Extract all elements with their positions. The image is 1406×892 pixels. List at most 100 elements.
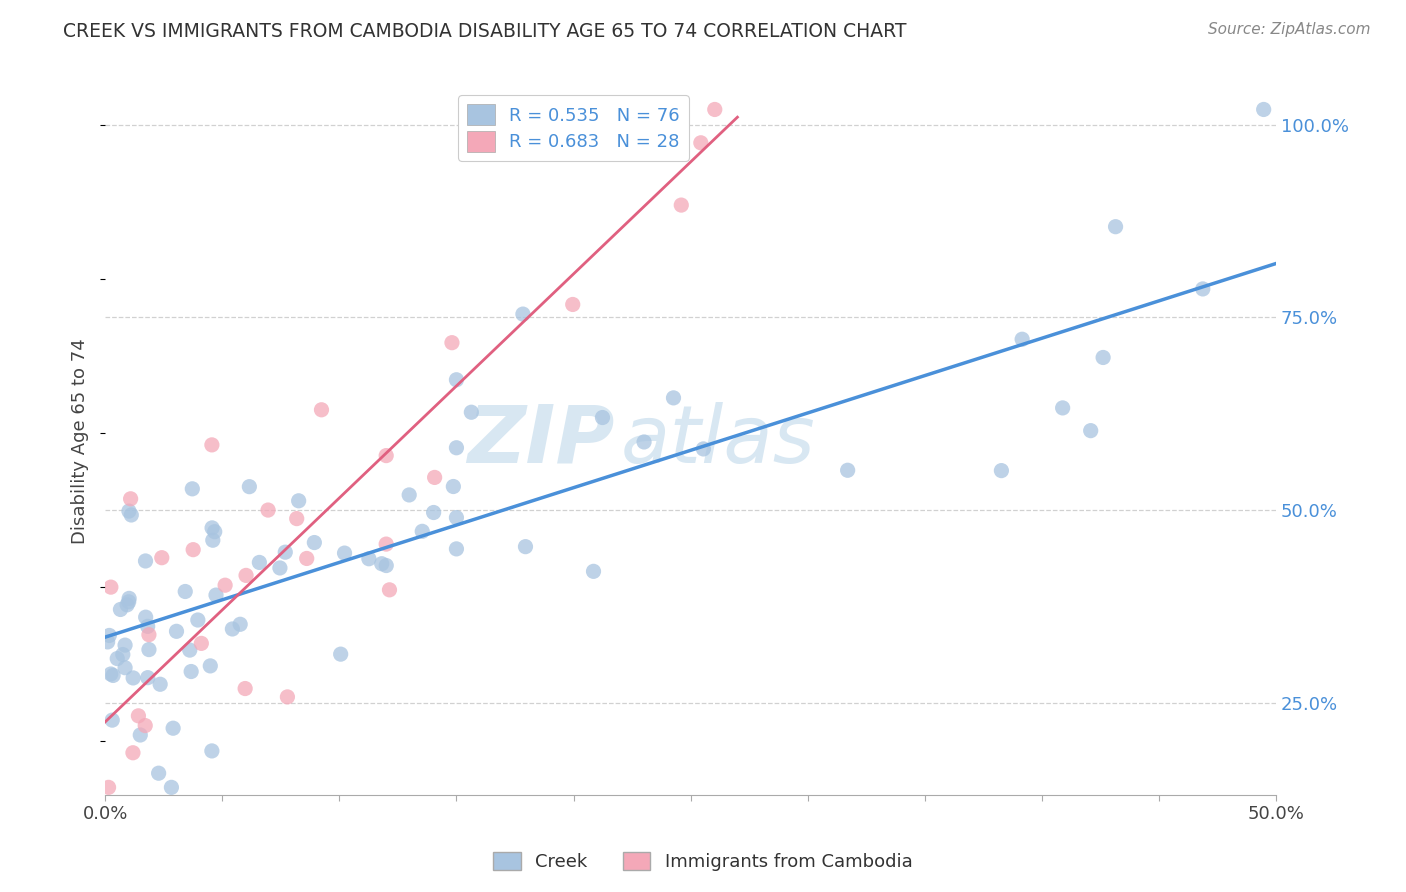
Point <box>446 373 468 387</box>
Text: ZIP: ZIP <box>467 401 614 480</box>
Point <box>205 588 228 602</box>
Point <box>187 613 209 627</box>
Point <box>98 628 121 642</box>
Point <box>423 470 446 484</box>
Point <box>100 580 122 594</box>
Point <box>375 537 398 551</box>
Point <box>229 617 252 632</box>
Point <box>160 780 183 795</box>
Point <box>181 542 204 557</box>
Point <box>515 540 537 554</box>
Point <box>837 463 859 477</box>
Point <box>375 558 398 573</box>
Point <box>101 668 124 682</box>
Point <box>105 651 128 665</box>
Point <box>204 524 226 539</box>
Point <box>136 619 159 633</box>
Point <box>221 622 243 636</box>
Point <box>703 103 725 117</box>
Point <box>135 610 157 624</box>
Point <box>149 677 172 691</box>
Point <box>257 503 280 517</box>
Point <box>101 713 124 727</box>
Point <box>200 659 222 673</box>
Point <box>378 582 401 597</box>
Point <box>1052 401 1074 415</box>
Point <box>214 578 236 592</box>
Point <box>370 557 392 571</box>
Point <box>120 508 142 522</box>
Point <box>138 642 160 657</box>
Point <box>190 636 212 650</box>
Point <box>398 488 420 502</box>
Point <box>357 551 380 566</box>
Legend: Creek, Immigrants from Cambodia: Creek, Immigrants from Cambodia <box>486 845 920 879</box>
Point <box>446 510 468 524</box>
Point <box>295 551 318 566</box>
Point <box>201 521 224 535</box>
Point <box>662 391 685 405</box>
Point <box>100 667 122 681</box>
Point <box>97 780 120 795</box>
Point <box>97 635 120 649</box>
Point <box>114 661 136 675</box>
Point <box>440 335 463 350</box>
Point <box>201 533 224 548</box>
Point <box>136 671 159 685</box>
Point <box>446 541 468 556</box>
Point <box>127 709 149 723</box>
Point <box>1080 424 1102 438</box>
Point <box>311 402 333 417</box>
Point <box>118 591 141 606</box>
Point <box>247 556 270 570</box>
Point <box>333 546 356 560</box>
Point <box>162 721 184 735</box>
Point <box>115 598 138 612</box>
Point <box>692 442 714 456</box>
Point <box>582 565 605 579</box>
Point <box>111 648 134 662</box>
Point <box>201 744 224 758</box>
Point <box>122 671 145 685</box>
Text: Source: ZipAtlas.com: Source: ZipAtlas.com <box>1208 22 1371 37</box>
Point <box>304 535 326 549</box>
Point <box>446 441 468 455</box>
Point <box>134 554 156 568</box>
Point <box>990 464 1012 478</box>
Point <box>287 493 309 508</box>
Point <box>174 584 197 599</box>
Point <box>181 482 204 496</box>
Point <box>114 638 136 652</box>
Point <box>180 665 202 679</box>
Point <box>276 690 298 704</box>
Point <box>166 624 188 639</box>
Y-axis label: Disability Age 65 to 74: Disability Age 65 to 74 <box>72 338 89 543</box>
Point <box>122 746 145 760</box>
Point <box>129 728 152 742</box>
Point <box>1191 282 1213 296</box>
Point <box>689 136 711 150</box>
Point <box>148 766 170 780</box>
Legend: R = 0.535   N = 76, R = 0.683   N = 28: R = 0.535 N = 76, R = 0.683 N = 28 <box>458 95 689 161</box>
Point <box>375 449 398 463</box>
Point <box>1104 219 1126 234</box>
Point <box>1253 103 1275 117</box>
Point <box>233 681 256 696</box>
Point <box>285 511 308 525</box>
Point <box>150 550 173 565</box>
Point <box>120 491 142 506</box>
Point <box>235 568 257 582</box>
Point <box>411 524 433 539</box>
Point <box>179 643 201 657</box>
Text: CREEK VS IMMIGRANTS FROM CAMBODIA DISABILITY AGE 65 TO 74 CORRELATION CHART: CREEK VS IMMIGRANTS FROM CAMBODIA DISABI… <box>63 22 907 41</box>
Point <box>110 602 132 616</box>
Point <box>201 438 224 452</box>
Point <box>274 545 297 559</box>
Point <box>1092 351 1115 365</box>
Point <box>633 434 655 449</box>
Point <box>512 307 534 321</box>
Point <box>138 628 160 642</box>
Point <box>134 718 156 732</box>
Point <box>561 297 583 311</box>
Point <box>269 561 291 575</box>
